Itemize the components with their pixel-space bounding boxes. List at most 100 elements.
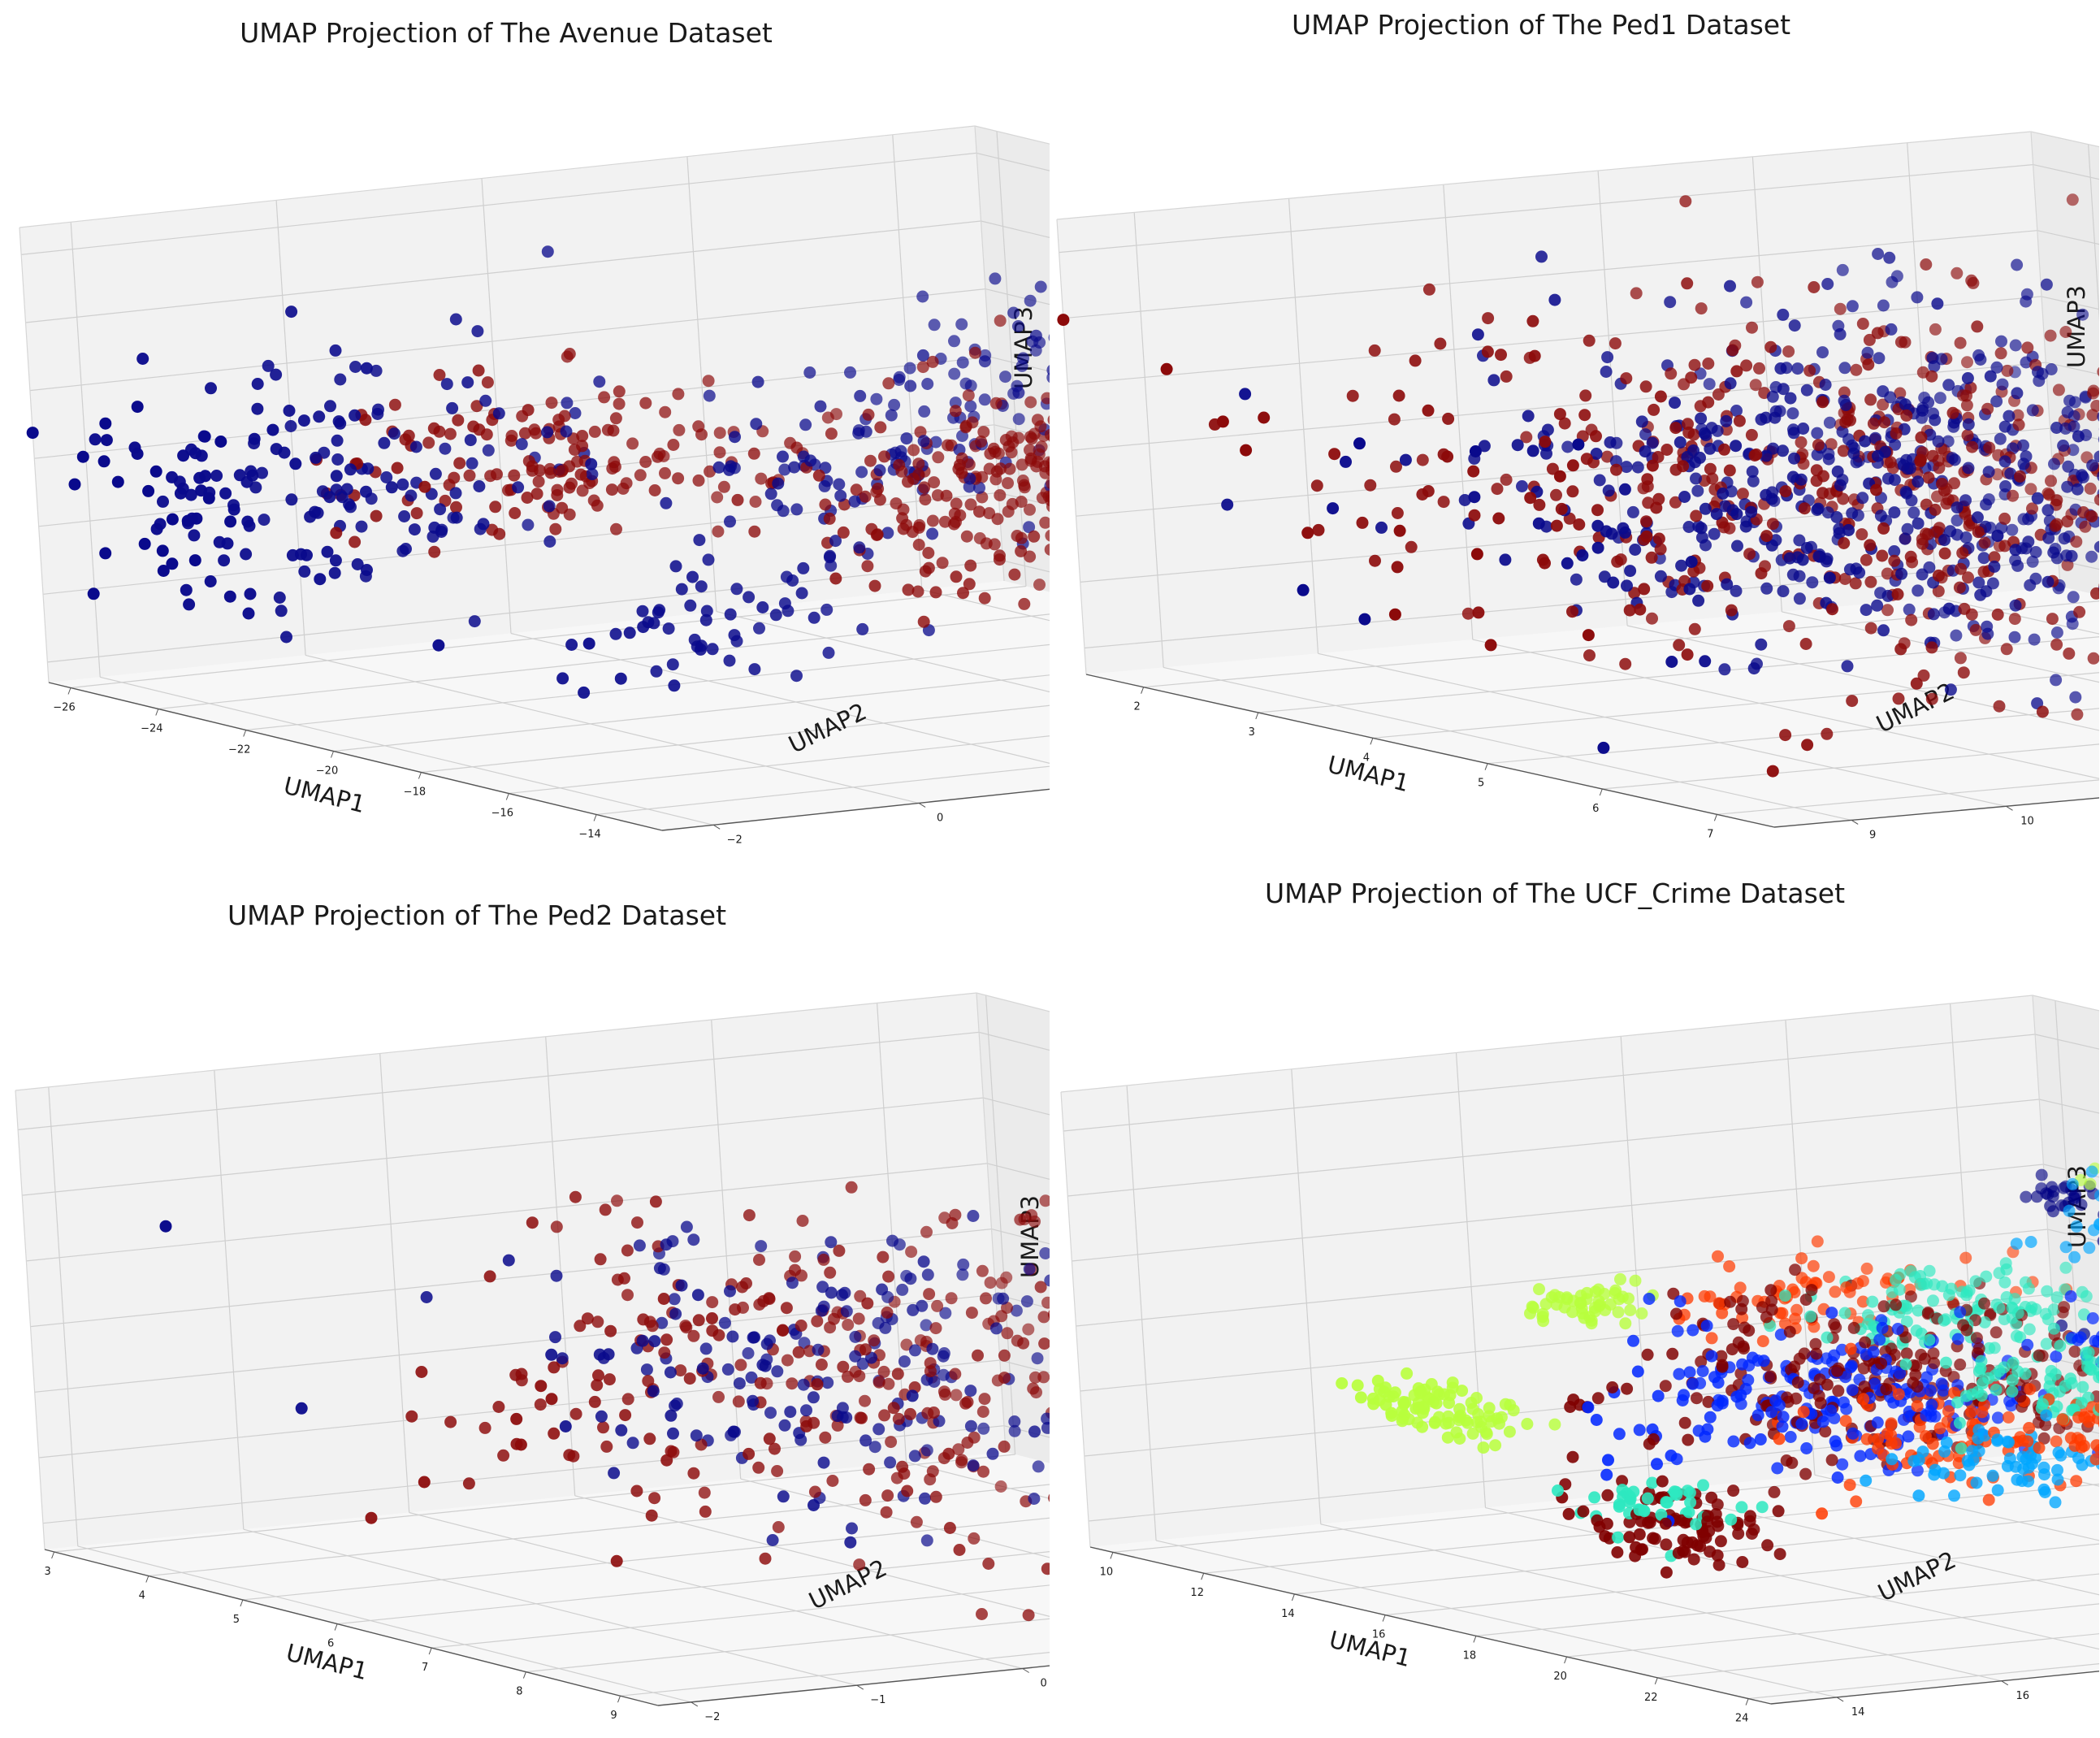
data-point-class-2 xyxy=(1857,1393,1870,1406)
data-point-class-1 xyxy=(1933,462,1946,475)
data-point-class-7 xyxy=(1712,1376,1725,1389)
data-point-class-1 xyxy=(1623,604,1636,617)
data-point-class-1 xyxy=(1639,380,1652,393)
data-point-class-0 xyxy=(1841,660,1854,673)
data-point-class-0 xyxy=(549,1331,561,1344)
data-point-class-5 xyxy=(2011,1307,2024,1320)
data-point-class-0 xyxy=(87,587,100,600)
data-point-class-0 xyxy=(1816,346,1829,359)
data-point-class-0 xyxy=(928,319,941,332)
data-point-class-0 xyxy=(2057,440,2070,452)
data-point-class-2 xyxy=(1872,1442,1885,1455)
data-point-class-1 xyxy=(952,1443,965,1456)
data-point-class-0 xyxy=(1720,414,1733,427)
data-point-class-1 xyxy=(1045,529,1050,542)
gridline-x-floor xyxy=(620,1651,1050,1697)
data-point-class-0 xyxy=(667,1427,679,1440)
data-point-class-0 xyxy=(1639,445,1652,458)
data-point-class-1 xyxy=(1821,1378,1834,1391)
gridline-y-floor xyxy=(1782,611,2099,683)
data-point-class-1 xyxy=(1634,603,1647,616)
data-point-class-2 xyxy=(2068,1439,2081,1452)
data-point-class-5 xyxy=(1993,1365,2006,1377)
data-point-class-1 xyxy=(1039,516,1050,529)
x-tick-label: 8 xyxy=(516,1686,522,1698)
data-point-class-4 xyxy=(1475,1420,1487,1433)
data-point-class-0 xyxy=(1041,1412,1050,1425)
data-point-class-1 xyxy=(1799,1294,1812,1307)
data-point-class-0 xyxy=(1694,367,1707,380)
data-point-class-0 xyxy=(1767,442,1779,455)
data-point-class-1 xyxy=(1582,629,1595,642)
data-point-class-0 xyxy=(370,364,383,377)
data-point-class-8 xyxy=(2069,1188,2082,1201)
data-point-class-1 xyxy=(2045,475,2057,488)
data-point-class-5 xyxy=(1588,1491,1601,1504)
data-point-class-5 xyxy=(2075,1397,2088,1410)
gridline-x-floor xyxy=(1717,779,2099,815)
data-point-class-0 xyxy=(1591,519,1604,532)
data-point-class-1 xyxy=(747,447,760,460)
data-point-class-0 xyxy=(251,378,264,390)
data-point-class-0 xyxy=(251,402,264,415)
data-point-class-0 xyxy=(777,450,789,463)
x-tick-label: 18 xyxy=(1463,1649,1477,1662)
data-point-class-4 xyxy=(1453,1402,1466,1415)
data-point-class-1 xyxy=(1921,1307,1934,1320)
data-point-class-1 xyxy=(817,1253,830,1266)
data-point-class-0 xyxy=(872,1423,885,1436)
data-point-class-4 xyxy=(1566,1306,1579,1319)
data-point-class-0 xyxy=(647,617,660,630)
data-point-class-6 xyxy=(2094,1218,2099,1230)
data-point-class-0 xyxy=(586,468,599,481)
tick-labels: 1012141618202224141618202224101214161820… xyxy=(1100,1552,2029,1725)
data-point-class-1 xyxy=(1467,465,1480,478)
data-point-class-1 xyxy=(1888,554,1901,567)
data-point-class-1 xyxy=(1654,390,1667,403)
data-point-class-1 xyxy=(945,1292,958,1305)
data-point-class-0 xyxy=(1846,300,1859,313)
data-point-class-0 xyxy=(246,469,259,482)
data-point-class-1 xyxy=(819,498,832,511)
data-point-class-1 xyxy=(1392,389,1405,402)
tick-mark xyxy=(1110,1552,1114,1559)
data-point-class-0 xyxy=(1710,508,1723,521)
data-point-class-1 xyxy=(896,1460,909,1473)
data-point-class-1 xyxy=(1566,1450,1579,1463)
x-axis-label: UMAP1 xyxy=(281,771,368,818)
data-point-class-0 xyxy=(1787,427,1800,440)
data-point-class-0 xyxy=(777,1490,790,1503)
data-point-class-1 xyxy=(929,1490,942,1503)
data-point-class-6 xyxy=(2010,1237,2023,1250)
data-point-class-0 xyxy=(700,605,713,618)
data-point-class-7 xyxy=(1652,1389,1665,1402)
data-point-class-1 xyxy=(1755,567,1768,580)
data-point-class-1 xyxy=(877,1365,890,1378)
data-point-class-1 xyxy=(855,1411,868,1424)
data-point-class-1 xyxy=(603,1373,616,1386)
gridline-z-left xyxy=(1067,296,2042,385)
data-point-class-1 xyxy=(1437,496,1450,509)
data-point-class-7 xyxy=(1951,1333,1964,1346)
gridline-z-left xyxy=(21,152,977,255)
data-point-class-0 xyxy=(920,1444,933,1457)
data-point-class-0 xyxy=(273,592,286,604)
data-point-class-4 xyxy=(1416,1420,1429,1433)
data-point-class-0 xyxy=(396,478,409,491)
data-point-class-0 xyxy=(1834,327,1847,340)
data-point-class-4 xyxy=(1477,1441,1490,1454)
data-point-class-1 xyxy=(2000,643,2013,656)
data-point-class-0 xyxy=(138,537,151,550)
data-point-class-0 xyxy=(295,1402,308,1415)
data-point-class-1 xyxy=(878,450,890,463)
data-point-class-0 xyxy=(956,356,969,369)
data-point-class-0 xyxy=(285,493,298,506)
data-point-class-0 xyxy=(755,1240,768,1253)
data-point-class-1 xyxy=(926,355,939,368)
data-point-class-1 xyxy=(1928,1357,1941,1370)
gridline-x-floor xyxy=(242,1517,1050,1601)
data-point-class-0 xyxy=(560,425,573,438)
data-point-class-1 xyxy=(1875,1357,1888,1370)
data-point-class-1 xyxy=(1018,597,1031,610)
data-point-class-0 xyxy=(921,378,934,390)
